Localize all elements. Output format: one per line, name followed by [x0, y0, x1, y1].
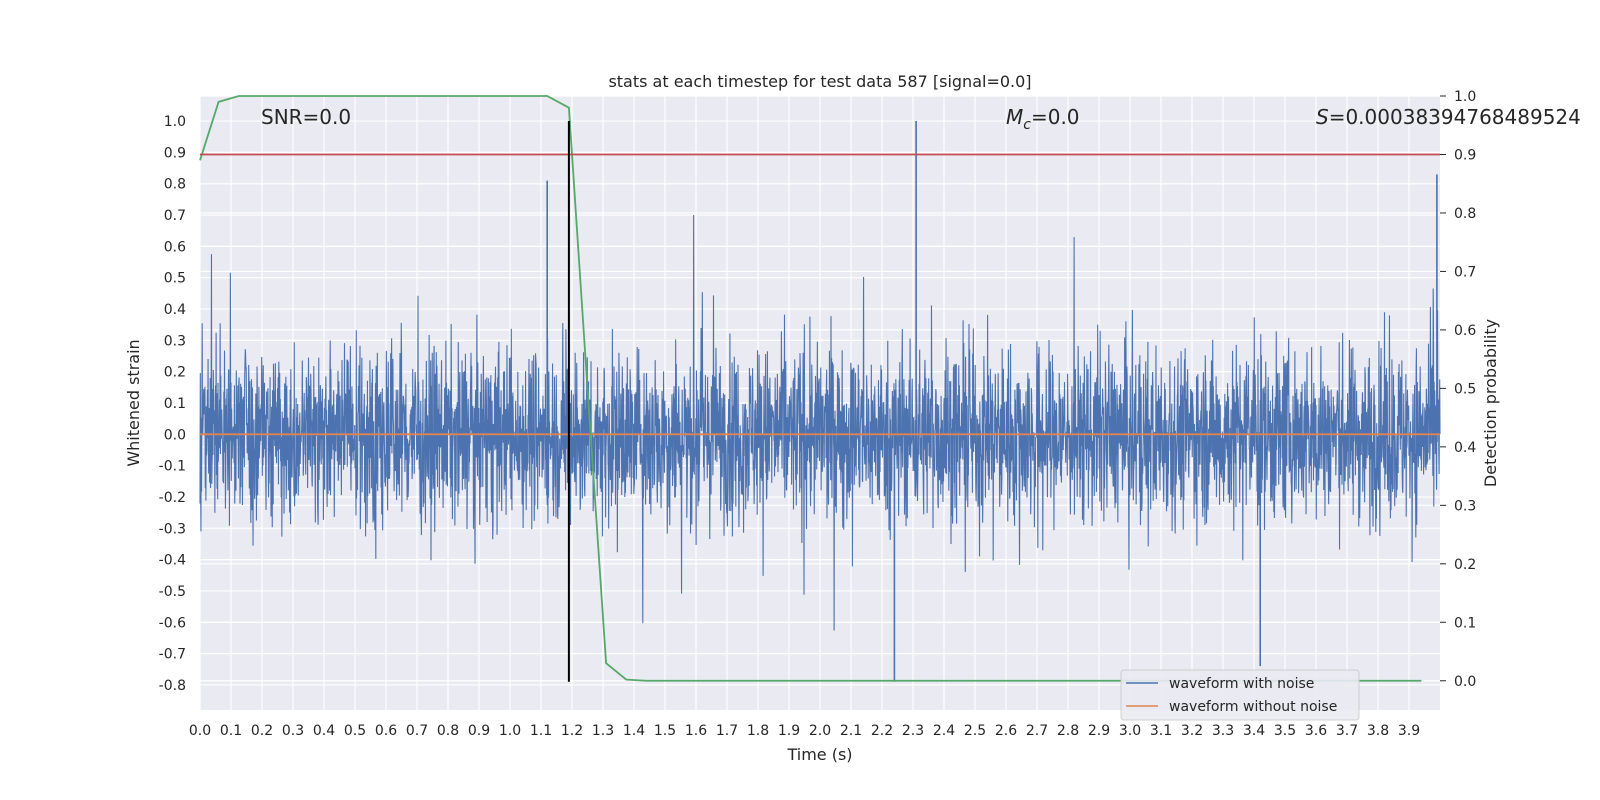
y-tick-label: -0.6 — [159, 615, 186, 631]
y-tick-label: 0.2 — [164, 365, 186, 381]
x-tick-label: 2.0 — [809, 723, 831, 739]
x-tick-label: 0.9 — [468, 723, 490, 739]
chart-title: stats at each timestep for test data 587… — [608, 72, 1031, 91]
other-series-lines — [199, 95, 1440, 682]
y-tick-label: 0.7 — [164, 208, 186, 224]
x-tick-label: 3.8 — [1367, 723, 1389, 739]
x-tick-label: 3.5 — [1274, 723, 1296, 739]
x-tick-label: 2.9 — [1088, 723, 1110, 739]
x-tick-label: 3.7 — [1336, 723, 1358, 739]
legend: waveform with noise waveform without noi… — [1120, 669, 1360, 721]
x-tick-label: 2.8 — [1057, 723, 1079, 739]
y-tick-label: -0.3 — [159, 521, 186, 537]
y-tick-label: 0.6 — [164, 239, 186, 255]
y-tick-label: 0.0 — [164, 427, 186, 443]
x-tick-label: 3.4 — [1243, 723, 1265, 739]
x-tick-label: 2.6 — [995, 723, 1017, 739]
x-tick-label: 1.7 — [716, 723, 738, 739]
x-tick-label: 0.4 — [313, 723, 335, 739]
y-tick-label: -0.2 — [159, 490, 186, 506]
y-tick-label: 1.0 — [164, 114, 186, 130]
legend-label-noise: waveform with noise — [1169, 676, 1314, 692]
detection-probability-line — [199, 95, 1422, 682]
y2-tick-label: 0.7 — [1454, 264, 1476, 280]
x-tick-label: 2.5 — [964, 723, 986, 739]
x-tick-label: 0.0 — [189, 723, 211, 739]
y-tick-label: 0.3 — [164, 333, 186, 349]
x-tick-label: 2.1 — [840, 723, 862, 739]
x-tick-label: 1.5 — [654, 723, 676, 739]
x-tick-label: 2.4 — [933, 723, 955, 739]
y-tick-label: -0.4 — [159, 553, 186, 569]
y-tick-label: -0.7 — [159, 647, 186, 663]
x-tick-label: 0.3 — [282, 723, 304, 739]
x-tick-label: 3.3 — [1212, 723, 1234, 739]
x-tick-label: 1.9 — [778, 723, 800, 739]
y2-tick-label: 0.3 — [1454, 498, 1476, 514]
grid-lines — [199, 95, 1440, 710]
y2-tick-label: 0.6 — [1454, 323, 1476, 339]
y2-tick-label: 0.9 — [1454, 147, 1476, 163]
legend-label-clean: waveform without noise — [1169, 699, 1337, 715]
x-tick-label: 0.5 — [344, 723, 366, 739]
y-tick-label: -0.1 — [159, 459, 186, 475]
x-tick-label: 2.3 — [902, 723, 924, 739]
y2-tick-label: 0.2 — [1454, 557, 1476, 573]
y2-tick-label: 0.4 — [1454, 440, 1476, 456]
annotation-mc: Mc=0.0 — [1006, 105, 1080, 133]
x-tick-label: 3.0 — [1119, 723, 1141, 739]
x-tick-label: 0.2 — [251, 723, 273, 739]
y-tick-label: 0.1 — [164, 396, 186, 412]
tick-labels: 0.0 0.1 0.2 0.3 0.4 0.5 0.6 0.7 0.8 0.9 1.0 1.1 1.2 1… — [159, 89, 1477, 739]
y-tick-label: 0.5 — [164, 271, 186, 287]
x-tick-label: 1.1 — [530, 723, 552, 739]
x-tick-label: 1.8 — [747, 723, 769, 739]
annotation-s: S=0.00038394768489524 — [1316, 105, 1581, 129]
x-tick-label: 1.4 — [623, 723, 645, 739]
x-tick-label: 3.1 — [1150, 723, 1172, 739]
x-tick-label: 1.3 — [592, 723, 614, 739]
annotation-snr: SNR=0.0 — [261, 105, 351, 129]
x-axis-label: Time (s) — [786, 745, 852, 764]
x-tick-label: 1.2 — [561, 723, 583, 739]
y-tick-label: -0.8 — [159, 678, 186, 694]
y-tick-label: 0.9 — [164, 145, 186, 161]
y2-tick-label: 0.8 — [1454, 206, 1476, 222]
y2-tick-label: 0.5 — [1454, 381, 1476, 397]
x-tick-label: 0.8 — [437, 723, 459, 739]
y2-tick-label: 0.0 — [1454, 674, 1476, 690]
x-tick-label: 1.6 — [685, 723, 707, 739]
x-tick-label: 3.6 — [1305, 723, 1327, 739]
y2-axis-label: Detection probability — [1481, 319, 1500, 487]
y-tick-label: 0.4 — [164, 302, 186, 318]
legend-box — [1120, 669, 1360, 721]
x-tick-label: 3.2 — [1181, 723, 1203, 739]
x-tick-label: 0.1 — [220, 723, 242, 739]
series-waveform-with-noise — [199, 121, 1441, 682]
x-tick-label: 0.7 — [406, 723, 428, 739]
x-tick-label: 2.7 — [1026, 723, 1048, 739]
x-tick-label: 3.9 — [1398, 723, 1420, 739]
x-tick-label: 1.0 — [499, 723, 521, 739]
y-axis-label: Whitened strain — [124, 339, 143, 466]
y2-tick-label: 1.0 — [1454, 89, 1476, 105]
y-tick-label: -0.5 — [159, 584, 186, 600]
x-tick-label: 2.2 — [871, 723, 893, 739]
y2-tick-label: 0.1 — [1454, 615, 1476, 631]
y-tick-label: 0.8 — [164, 177, 186, 193]
x-tick-label: 0.6 — [375, 723, 397, 739]
waveform-with-noise-line — [199, 214, 1441, 631]
